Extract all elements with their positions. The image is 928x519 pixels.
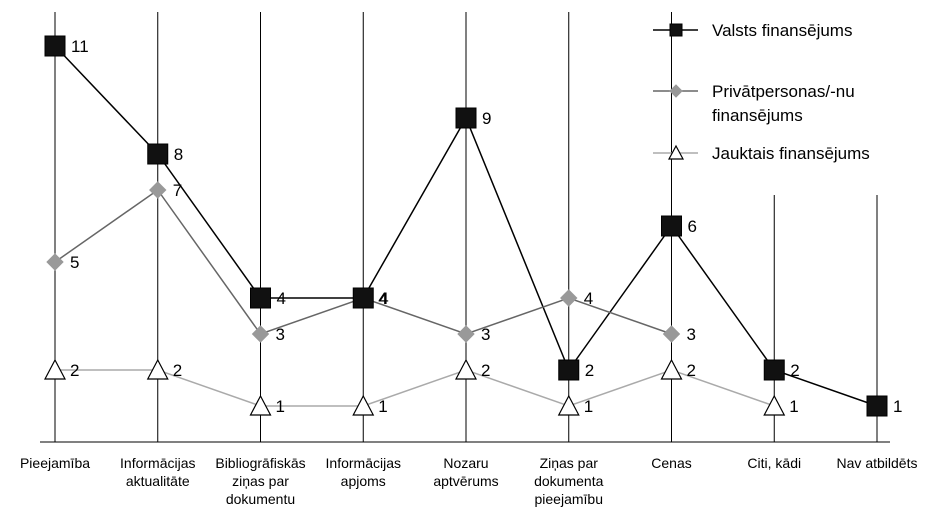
data-point (249, 394, 272, 416)
x-tick-label: Bibliogrāfiskās ziņas par dokumentu (215, 455, 305, 507)
x-tick-label: Ziņas par dokumenta pieejamību (534, 455, 603, 507)
legend-marker (669, 84, 683, 98)
x-tick-label: Nav atbildēts (837, 455, 918, 471)
data-point (560, 289, 578, 307)
legend: Valsts finansējums Privātpersonas/-nu fina… (653, 21, 870, 163)
x-tick-labels: Pieejamība Informācijas aktualitāte Bibliog… (20, 455, 917, 507)
data-point (44, 358, 66, 380)
data-label: 4 (584, 289, 593, 308)
data-label: 2 (687, 361, 696, 380)
data-label: 6 (688, 217, 697, 236)
data-label: 2 (481, 361, 490, 380)
data-label: 3 (481, 325, 490, 344)
data-point (251, 325, 270, 343)
data-point (455, 358, 477, 380)
data-point (661, 215, 682, 237)
legend-marker (669, 23, 683, 37)
data-label: 1 (276, 397, 285, 416)
data-label: 2 (70, 361, 79, 380)
x-tick-label: Cenas (651, 455, 691, 471)
x-tick-label: Informācijas apjoms (326, 455, 401, 489)
x-tick-label: Citi, kādi (747, 455, 801, 471)
data-label: 1 (789, 397, 798, 416)
data-point (457, 325, 475, 343)
data-point (662, 325, 681, 343)
data-label: 1 (378, 397, 387, 416)
data-label: 4 (379, 289, 388, 308)
data-label: 7 (173, 181, 182, 200)
data-label: 9 (482, 109, 491, 128)
data-point (763, 394, 786, 416)
data-label: 2 (585, 361, 594, 380)
data-point (557, 394, 580, 416)
series-line-3 (55, 369, 775, 407)
legend-label: Valsts finansējums (712, 21, 852, 40)
data-point (660, 358, 683, 380)
data-label: 11 (71, 37, 89, 56)
data-point (455, 107, 477, 129)
data-label: 3 (687, 325, 696, 344)
data-point (352, 394, 375, 416)
data-label: 1 (584, 397, 593, 416)
data-label: 2 (790, 361, 799, 380)
data-label: 8 (174, 145, 183, 164)
data-point (558, 359, 580, 381)
data-point (146, 358, 169, 380)
data-label: 4 (378, 289, 387, 308)
data-point (866, 395, 888, 417)
legend-label: Jauktais finansējums (712, 144, 870, 163)
legend-marker (667, 144, 685, 160)
x-tick-label: Informācijas aktualitāte (120, 455, 195, 489)
data-label: 3 (276, 325, 285, 344)
data-point (352, 287, 374, 309)
data-label: 1 (893, 397, 902, 416)
x-tick-label: Nozaru aptvērums (433, 455, 498, 489)
data-point (149, 181, 167, 199)
data-label: 5 (70, 253, 79, 272)
data-point (763, 359, 785, 381)
x-tick-label: Pieejamība (20, 455, 90, 471)
data-point (46, 253, 64, 271)
vertical-gridlines (54, 12, 878, 442)
data-label: 2 (173, 361, 182, 380)
data-point (250, 287, 271, 309)
data-point (147, 143, 169, 165)
legend-label: Privātpersonas/-nu finansējums (712, 82, 855, 125)
data-label: 4 (277, 289, 286, 308)
data-point (44, 35, 66, 57)
series-markers (44, 35, 888, 417)
